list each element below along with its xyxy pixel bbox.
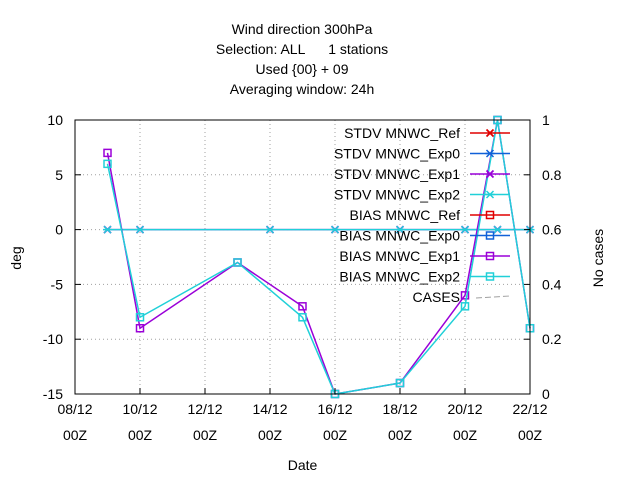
series-layer (103, 115, 535, 399)
series-bias-mnwc-exp2 (103, 115, 535, 399)
legend-label: BIAS MNWC_Exp0 (339, 228, 460, 244)
chart-title: Wind direction 300hPa Selection: ALL 1 st… (216, 21, 388, 97)
legend: STDV MNWC_Ref STDV MNWC_Exp0 STDV MNWC_Exp… (334, 125, 511, 305)
legend-marker (485, 190, 495, 199)
data-point (135, 313, 145, 322)
y-tick-label: 0 (55, 222, 63, 238)
y2-tick-label: 0.2 (542, 331, 562, 347)
x-tick-label: 00Z (323, 427, 348, 443)
y2-tick-label: 0.8 (542, 167, 562, 183)
data-point (298, 302, 307, 311)
legend-item: STDV MNWC_Exp1 (334, 166, 510, 182)
x-tick-label: 08/12 (57, 401, 92, 417)
data-point (103, 225, 112, 234)
x-tick-label: 00Z (453, 427, 478, 443)
data-point (460, 225, 470, 234)
grid (75, 120, 530, 394)
x-tick-label: 10/12 (122, 401, 157, 417)
data-point (103, 148, 112, 158)
legend-item: CASES (413, 289, 511, 305)
x-tick-label: 14/12 (252, 401, 287, 417)
data-point (135, 225, 145, 234)
legend-label: BIAS MNWC_Exp1 (339, 248, 460, 264)
legend-marker (485, 231, 495, 240)
data-point (233, 258, 242, 267)
legend-item: STDV MNWC_Exp0 (334, 146, 510, 162)
x-tick-label: 00Z (63, 427, 88, 443)
y-axis-label: deg (8, 246, 24, 269)
chart-title-line: Averaging window: 24h (230, 81, 375, 97)
legend-label: STDV MNWC_Exp1 (334, 166, 460, 182)
y2-tick-label: 1 (542, 112, 550, 128)
legend-marker (485, 128, 495, 138)
legend-label: STDV MNWC_Ref (344, 125, 460, 141)
y2-tick-label: 0 (542, 386, 550, 402)
y-tick-label: -15 (43, 386, 63, 402)
legend-marker (485, 251, 495, 261)
x-tick-label: 18/12 (382, 401, 417, 417)
x-tick-label: 20/12 (447, 401, 482, 417)
legend-item: BIAS MNWC_Exp2 (339, 269, 510, 285)
data-point (395, 378, 405, 388)
y-tick-label: 5 (55, 167, 63, 183)
legend-marker (485, 169, 495, 179)
legend-label: BIAS MNWC_Exp2 (339, 269, 460, 285)
y2-tick-label: 0.4 (542, 276, 562, 292)
legend-swatch (475, 295, 511, 299)
data-point (265, 225, 275, 234)
legend-item: BIAS MNWC_Ref (350, 207, 510, 223)
data-point (103, 159, 112, 169)
chart-title-line: Wind direction 300hPa (232, 21, 373, 37)
data-point (395, 225, 405, 234)
x-tick-label: 00Z (258, 427, 283, 443)
legend-label: STDV MNWC_Exp0 (334, 146, 460, 162)
legend-label: CASES (413, 289, 460, 305)
legend-item: STDV MNWC_Exp2 (334, 187, 510, 203)
legend-marker (485, 210, 495, 220)
x-tick-label: 12/12 (187, 401, 222, 417)
legend-item: STDV MNWC_Ref (344, 125, 510, 141)
x-tick-label: 00Z (388, 427, 413, 443)
x-tick-label: 22/12 (512, 401, 547, 417)
legend-item: BIAS MNWC_Exp1 (339, 248, 510, 264)
legend-item: BIAS MNWC_Exp0 (339, 228, 510, 244)
y-tick-label: -10 (43, 331, 63, 347)
x-tick-label: 00Z (128, 427, 153, 443)
legend-label: STDV MNWC_Exp2 (334, 187, 460, 203)
chart-title-line: Used {00} + 09 (255, 61, 348, 77)
legend-label: BIAS MNWC_Ref (350, 207, 461, 223)
data-point (135, 323, 145, 333)
legend-marker (485, 149, 495, 158)
legend-marker (485, 272, 495, 281)
y-tick-label: 10 (47, 112, 63, 128)
chart-title-line: Selection: ALL 1 stations (216, 41, 388, 57)
data-point (493, 225, 502, 234)
plot-frame (74, 119, 531, 395)
data-point (330, 225, 340, 234)
x-axis-label: Date (288, 457, 318, 473)
y2-tick-label: 0.6 (542, 222, 562, 238)
series-line (106, 119, 531, 395)
y2-axis-label: No cases (590, 229, 606, 287)
data-point (460, 291, 470, 300)
data-point (298, 313, 307, 322)
x-tick-label: 00Z (518, 427, 543, 443)
x-tick-label: 16/12 (317, 401, 352, 417)
axes: 10 5 0 -5 -10 -15 1 0.8 0.6 0.4 0.2 0 08/12 00Z 10/12 0… (8, 112, 606, 473)
series-stdv-mnwc-exp2 (103, 225, 535, 234)
series-line (106, 119, 531, 395)
y-tick-label: -5 (51, 276, 64, 292)
data-point (460, 302, 470, 311)
x-tick-label: 00Z (193, 427, 218, 443)
